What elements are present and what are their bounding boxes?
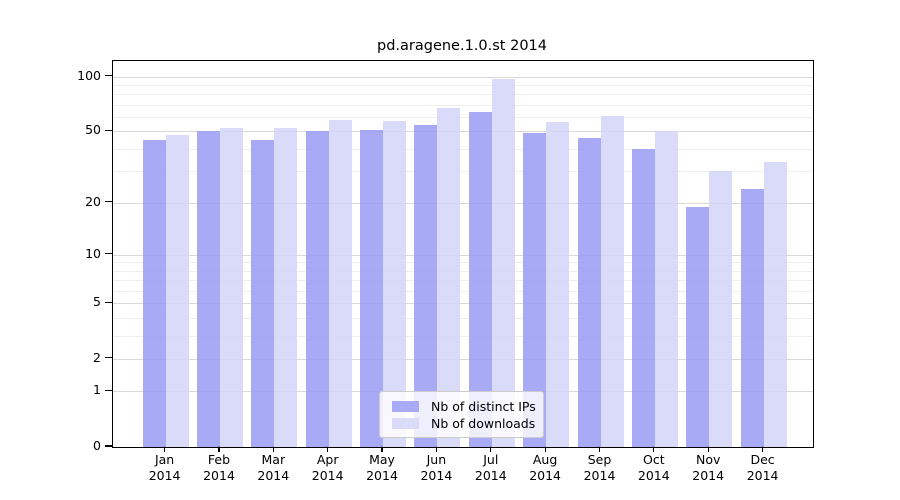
y-tick-mark — [105, 301, 112, 303]
bar-distinct-ips — [414, 125, 438, 447]
x-tick-label: May 2014 — [366, 452, 398, 483]
minor-gridline — [113, 94, 813, 96]
x-tick-mark — [164, 446, 166, 452]
bar-downloads — [274, 128, 298, 447]
legend-swatch-distinct-ips — [392, 401, 419, 412]
bar-distinct-ips — [468, 111, 492, 447]
bar-downloads — [491, 78, 515, 447]
x-tick-mark — [544, 446, 546, 452]
legend-label-downloads: Nb of downloads — [431, 416, 536, 431]
legend-swatch-downloads — [392, 418, 419, 429]
legend-label-distinct-ips: Nb of distinct IPs — [431, 399, 536, 414]
bar-distinct-ips — [360, 129, 383, 447]
x-tick-label: Mar 2014 — [257, 452, 290, 483]
bar-downloads — [654, 131, 678, 447]
x-tick-mark — [327, 446, 329, 452]
major-gridline — [113, 254, 813, 256]
x-tick-mark — [218, 446, 220, 452]
minor-gridline — [113, 280, 813, 282]
y-tick-label: 1 — [93, 382, 101, 398]
x-tick-label: Aug 2014 — [529, 452, 561, 483]
bar-downloads — [546, 122, 570, 447]
legend: Nb of distinct IPs Nb of downloads — [379, 391, 544, 438]
x-tick-label: Sep 2014 — [583, 452, 616, 483]
minor-gridline — [113, 84, 813, 86]
x-tick-mark — [653, 446, 655, 452]
minor-gridline — [113, 270, 813, 272]
bar-distinct-ips — [686, 206, 710, 447]
x-tick-mark — [707, 446, 709, 452]
bar-downloads — [709, 171, 733, 447]
y-tick-mark — [105, 389, 112, 391]
x-tick-mark — [762, 446, 764, 452]
x-tick-mark — [435, 446, 437, 452]
minor-gridline — [113, 335, 813, 337]
minor-gridline — [113, 262, 813, 264]
major-gridline — [113, 76, 813, 78]
bar-distinct-ips — [740, 188, 764, 447]
minor-gridline — [113, 171, 813, 173]
x-tick-mark — [381, 446, 383, 452]
plot-area — [112, 60, 814, 448]
y-tick-mark — [105, 201, 112, 203]
y-tick-mark — [105, 129, 112, 131]
chart-title: pd.aragene.1.0.st 2014 — [376, 38, 547, 54]
major-gridline — [113, 303, 813, 305]
x-tick-mark — [272, 446, 274, 452]
y-tick-label: 100 — [77, 67, 101, 83]
legend-item-distinct-ips: Nb of distinct IPs — [388, 398, 536, 415]
bar-downloads — [165, 134, 189, 447]
x-tick-label: Nov 2014 — [692, 452, 725, 483]
minor-gridline — [113, 290, 813, 292]
bar-distinct-ips — [631, 148, 655, 447]
bar-downloads — [328, 119, 352, 447]
y-tick-mark — [105, 252, 112, 255]
major-gridline — [113, 202, 813, 204]
bar-distinct-ips — [577, 137, 601, 447]
major-gridline — [113, 131, 813, 133]
minor-gridline — [113, 148, 813, 150]
bar-downloads — [220, 128, 243, 447]
bar-distinct-ips — [142, 139, 166, 447]
y-tick-label: 20 — [85, 193, 101, 209]
bar-distinct-ips — [305, 131, 329, 447]
x-tick-label: Jan 2014 — [148, 452, 181, 483]
y-tick-mark — [105, 357, 112, 359]
x-tick-label: Oct 2014 — [637, 452, 670, 483]
x-tick-label: Dec 2014 — [746, 452, 779, 483]
y-tick-label: 10 — [85, 245, 101, 261]
bar-downloads — [600, 115, 624, 447]
y-tick-mark — [105, 74, 112, 77]
bar-downloads — [763, 161, 787, 447]
minor-gridline — [113, 317, 813, 319]
bar-distinct-ips — [197, 131, 220, 447]
x-tick-mark — [490, 446, 492, 452]
bar-distinct-ips — [523, 132, 547, 447]
bar-distinct-ips — [251, 139, 275, 447]
x-tick-label: Feb 2014 — [203, 452, 235, 483]
x-tick-mark — [598, 446, 601, 452]
x-tick-label: Jun 2014 — [420, 452, 453, 483]
minor-gridline — [113, 117, 813, 118]
legend-item-downloads: Nb of downloads — [388, 415, 535, 432]
bar-downloads — [437, 108, 461, 447]
major-gridline — [113, 358, 813, 360]
y-tick-label: 2 — [93, 349, 101, 365]
x-tick-label: Apr 2014 — [311, 452, 344, 483]
bar-downloads — [383, 121, 406, 447]
y-tick-label: 0 — [93, 438, 101, 453]
y-tick-label: 5 — [93, 294, 101, 310]
y-tick-label: 50 — [85, 122, 101, 138]
minor-gridline — [113, 104, 813, 106]
y-tick-mark — [105, 445, 112, 447]
x-tick-label: Jul 2014 — [474, 452, 507, 483]
